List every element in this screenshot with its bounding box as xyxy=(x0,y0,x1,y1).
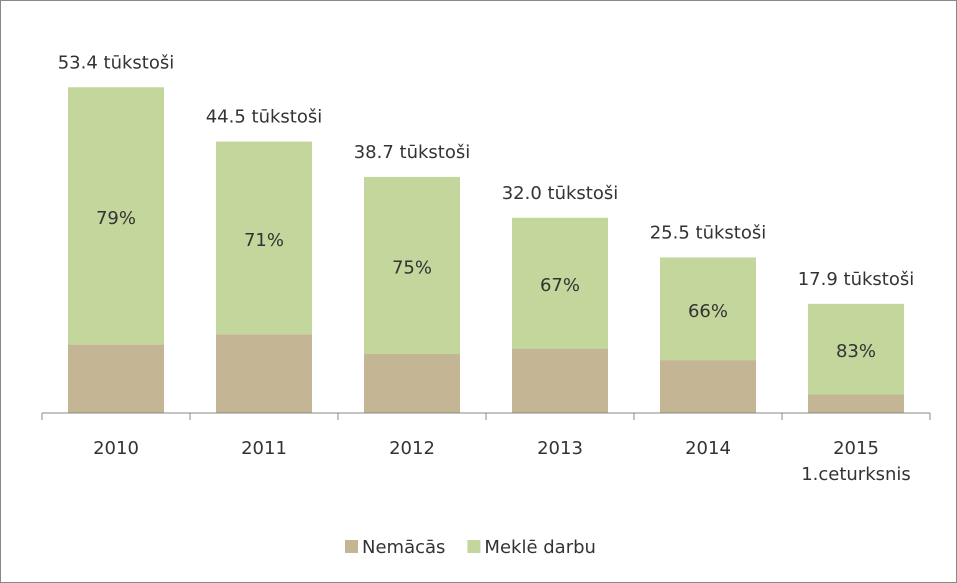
bar-segment xyxy=(68,344,164,413)
value-label: 75% xyxy=(392,257,432,278)
x-tick-label: 2011 xyxy=(241,438,287,459)
bar-segment xyxy=(512,217,608,349)
bar-segment xyxy=(216,141,312,335)
value-label: 67% xyxy=(540,275,580,296)
legend-swatch xyxy=(467,540,481,553)
bar-segment xyxy=(808,394,904,413)
total-label: 38.7 tūkstoši xyxy=(354,142,471,163)
bar-segment xyxy=(512,348,608,413)
bar-segment xyxy=(660,360,756,413)
bar-segment xyxy=(364,176,460,354)
total-label: 25.5 tūkstoši xyxy=(650,222,767,243)
x-tick-label: 2015 1.ceturksnis xyxy=(801,438,911,485)
bar-segment xyxy=(216,334,312,413)
x-tick-label: 2010 xyxy=(93,438,139,459)
legend-label: Meklē darbu xyxy=(484,537,596,558)
legend-swatch xyxy=(345,540,358,553)
value-label: 79% xyxy=(96,208,136,229)
x-tick-label: 2014 xyxy=(685,438,731,459)
value-label: 83% xyxy=(836,341,876,362)
x-tick-label: 2012 xyxy=(389,438,435,459)
total-label: 17.9 tūkstoši xyxy=(798,269,915,290)
value-label: 66% xyxy=(688,301,728,322)
legend-label: Nemācās xyxy=(362,537,445,558)
total-label: 53.4 tūkstoši xyxy=(58,52,175,73)
bar-segment xyxy=(660,257,756,361)
total-label: 32.0 tūkstoši xyxy=(502,183,619,204)
total-label: 44.5 tūkstoši xyxy=(206,107,323,128)
bar-segment xyxy=(364,353,460,413)
bar-segment xyxy=(68,87,164,345)
value-label: 71% xyxy=(244,230,284,251)
bar-segment xyxy=(808,303,904,395)
x-tick-label: 2013 xyxy=(537,438,583,459)
